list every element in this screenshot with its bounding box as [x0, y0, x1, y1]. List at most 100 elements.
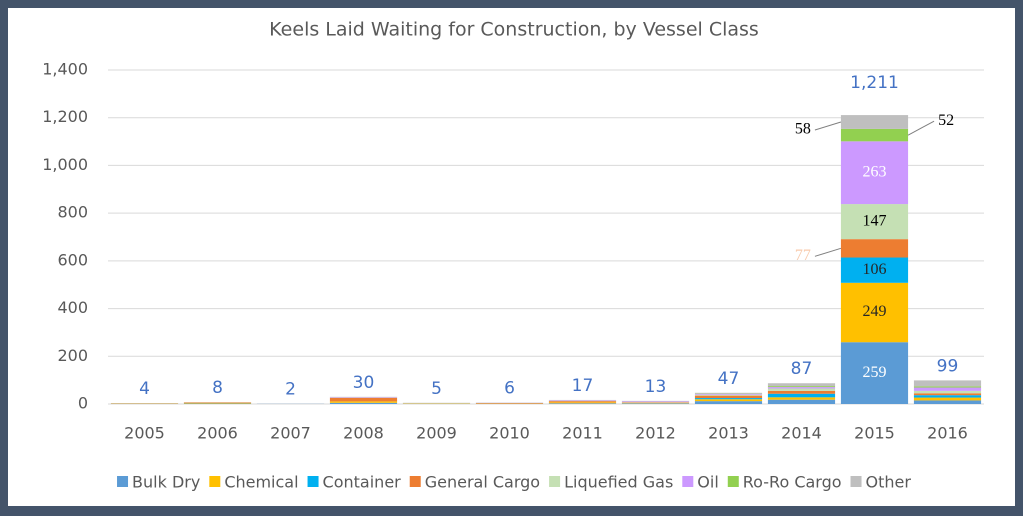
total-label: 13	[645, 377, 667, 397]
legend-swatch	[409, 476, 421, 487]
x-tick-label: 2015	[854, 424, 895, 443]
total-label: 2	[285, 380, 296, 400]
x-tick-label: 2011	[562, 424, 603, 443]
leader-line	[814, 247, 842, 257]
segment-label: 77	[795, 247, 811, 264]
bar-segment	[840, 257, 909, 283]
bar-segment	[694, 394, 763, 396]
total-label: 5	[431, 379, 442, 399]
bar-segment	[767, 397, 836, 400]
total-label: 8	[212, 378, 223, 398]
bar-segment	[767, 388, 836, 391]
total-label: 30	[353, 373, 375, 393]
legend-label: Chemical	[224, 473, 298, 492]
segment-label: 263	[863, 163, 887, 180]
y-tick-label: 0	[78, 394, 88, 413]
bar-segment	[913, 380, 982, 387]
bar-segment	[621, 403, 690, 404]
legend-swatch	[209, 476, 221, 487]
bar-segment	[840, 239, 909, 258]
bar-segment	[329, 401, 398, 403]
legend-swatch	[307, 476, 319, 487]
bar-segment	[548, 401, 617, 403]
bar-segment	[694, 398, 763, 400]
leader-line	[814, 121, 842, 131]
bar-segment	[767, 390, 836, 394]
x-tick-label: 2006	[197, 424, 238, 443]
bar-segment	[913, 390, 982, 394]
bar-segment	[913, 386, 982, 388]
y-tick-label: 800	[57, 203, 88, 222]
total-label: 4	[139, 379, 150, 399]
x-tick-label: 2007	[270, 424, 311, 443]
x-tick-label: 2008	[343, 424, 384, 443]
bar-segment	[694, 392, 763, 394]
bar-segment	[840, 128, 909, 142]
bar-segment	[767, 399, 836, 404]
bar-segment	[621, 401, 690, 403]
bar-segment	[548, 403, 617, 404]
bar-segment	[840, 115, 909, 129]
bar-segment	[694, 401, 763, 404]
x-tick-label: 2013	[708, 424, 749, 443]
legend-swatch	[682, 476, 694, 487]
bar-segment	[694, 395, 763, 399]
segment-label: 106	[863, 261, 887, 278]
segment-label: 147	[863, 212, 887, 229]
legend-swatch	[850, 476, 862, 487]
y-tick-label: 600	[57, 250, 88, 269]
legend-swatch	[727, 476, 739, 487]
legend-label: Oil	[697, 473, 718, 492]
bar-segment	[767, 386, 836, 388]
bar-segment	[329, 402, 398, 404]
legend-label: Bulk Dry	[132, 473, 200, 492]
bar-segment	[694, 399, 763, 402]
legend-label: Other	[866, 473, 912, 492]
bar-segment	[329, 397, 398, 402]
bar-segment	[767, 393, 836, 398]
y-tick-label: 1,000	[42, 155, 88, 174]
legend-label: Ro-Ro Cargo	[743, 473, 842, 492]
total-label: 87	[791, 359, 813, 379]
bar-segment	[840, 342, 909, 404]
y-tick-label: 400	[57, 298, 88, 317]
total-label: 1,211	[850, 73, 899, 93]
bar-segment	[840, 282, 909, 343]
bar-segment	[913, 395, 982, 398]
x-tick-label: 2014	[781, 424, 822, 443]
x-tick-label: 2009	[416, 424, 457, 443]
segment-label: 52	[938, 112, 954, 129]
legend-label: General Cargo	[425, 473, 540, 492]
segment-label: 249	[863, 303, 887, 320]
x-tick-label: 2016	[927, 424, 968, 443]
total-label: 47	[718, 369, 740, 389]
x-tick-label: 2005	[124, 424, 165, 443]
total-label: 17	[572, 376, 594, 396]
chart-title: Keels Laid Waiting for Construction, by …	[269, 19, 759, 41]
segment-label: 58	[795, 121, 811, 138]
legend-label: Container	[323, 473, 402, 492]
legend-label: Liquefied Gas	[564, 473, 673, 492]
bar-segment	[548, 402, 617, 404]
bar-segment	[694, 393, 763, 395]
legend-swatch	[117, 476, 129, 487]
bar-segment	[767, 383, 836, 387]
leader-line	[907, 120, 935, 136]
bar-segment	[840, 141, 909, 205]
y-tick-label: 1,400	[42, 60, 88, 79]
x-tick-label: 2010	[489, 424, 530, 443]
bar-segment	[840, 204, 909, 240]
bar-segment	[913, 397, 982, 401]
bar-segment	[767, 387, 836, 389]
segment-label: 259	[863, 364, 887, 381]
total-label: 99	[937, 356, 959, 376]
bar-segment	[183, 402, 252, 404]
y-tick-label: 200	[57, 346, 88, 365]
bar-segment	[913, 393, 982, 396]
legend-swatch	[549, 476, 561, 487]
bar-segment	[913, 400, 982, 404]
bar-segment	[913, 387, 982, 391]
y-tick-label: 1,200	[42, 107, 88, 126]
total-label: 6	[504, 379, 515, 399]
